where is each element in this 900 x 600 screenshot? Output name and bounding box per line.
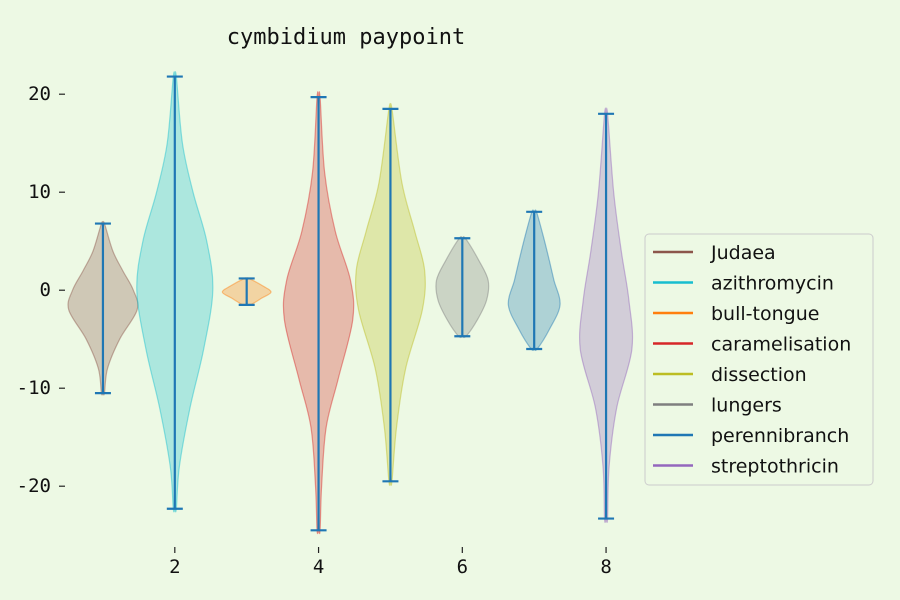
legend: Judaea azithromycin bull-tongue caramelisat…	[644, 233, 874, 486]
x-tick-label: 4	[313, 556, 324, 578]
legend-label: caramelisation	[711, 334, 851, 356]
legend-box	[644, 233, 874, 486]
legend-label: bull-tongue	[711, 303, 819, 325]
y-tick-label: 0	[40, 279, 51, 301]
legend-label: lungers	[711, 395, 782, 417]
legend-label: streptothricin	[711, 456, 839, 478]
legend-label: Judaea	[710, 242, 776, 264]
legend-label: azithromycin	[711, 273, 834, 295]
chart-title: cymbidium paypoint	[227, 25, 465, 50]
legend-label: dissection	[711, 364, 807, 386]
y-tick-label: -10	[17, 377, 51, 399]
legend-label: perennibranch	[711, 425, 849, 447]
x-tick-label: 8	[600, 556, 611, 578]
plot-area: -20 -10 0 10 20 2 4 6 8	[17, 71, 634, 578]
y-tick-label: -20	[17, 475, 51, 497]
y-tick-label: 20	[28, 83, 51, 105]
x-tick-label: 6	[457, 556, 468, 578]
x-tick-label: 2	[169, 556, 180, 578]
y-tick-label: 10	[28, 181, 51, 203]
